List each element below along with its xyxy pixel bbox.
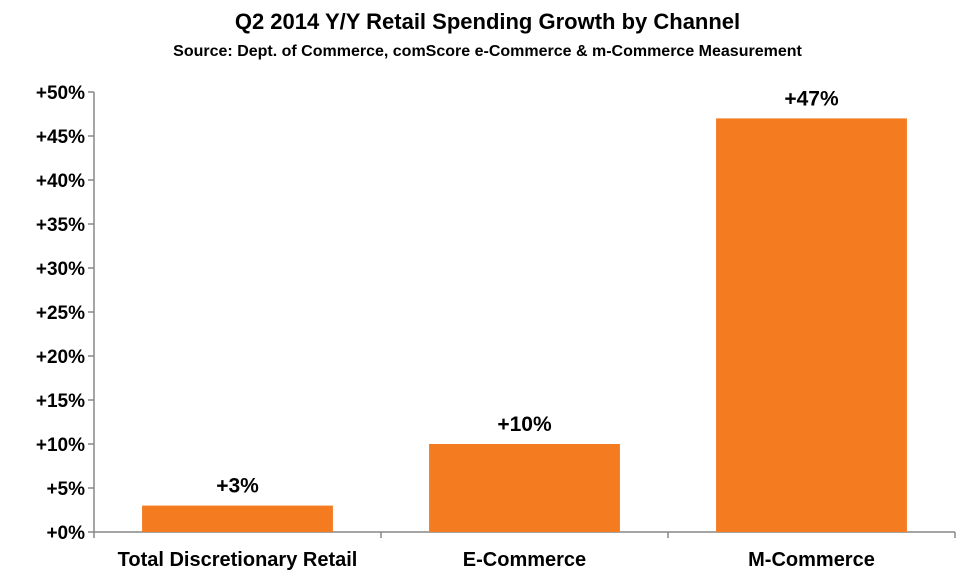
y-tick-label: +40%: [36, 171, 85, 192]
bar: [142, 505, 333, 532]
x-category-label: Total Discretionary Retail: [118, 549, 358, 571]
bar-data-label: +47%: [784, 87, 839, 110]
y-tick-label: +50%: [36, 83, 85, 104]
y-tick-label: +25%: [36, 303, 85, 324]
y-tick-label: +5%: [46, 479, 85, 500]
data-labels: +3% +10% +47%: [216, 87, 839, 497]
y-tick-label: +20%: [36, 347, 85, 368]
bar: [429, 444, 620, 532]
y-axis: +0% +5% +10% +15% +20% +25% +30% +35% +40% +45% +5…: [36, 83, 95, 544]
y-tick-label: +35%: [36, 215, 85, 236]
bar: [716, 118, 907, 533]
chart-title: Q2 2014 Y/Y Retail Spending Growth by Ch…: [234, 9, 741, 34]
bar-data-label: +3%: [216, 475, 259, 498]
bar-data-label: +10%: [497, 413, 552, 436]
y-tick-label: +15%: [36, 391, 85, 412]
x-category-label: E-Commerce: [463, 549, 586, 571]
x-category-label: M-Commerce: [748, 549, 875, 571]
y-tick-label: +30%: [36, 259, 85, 280]
y-tick-label: +10%: [36, 435, 85, 456]
y-tick-label: +45%: [36, 127, 85, 148]
chart-subtitle: Source: Dept. of Commerce, comScore e-Co…: [173, 43, 802, 60]
x-axis: Total Discretionary Retail E-Commerce M-Co…: [93, 531, 956, 571]
y-tick-label: +0%: [46, 523, 85, 544]
bars: [142, 118, 907, 533]
